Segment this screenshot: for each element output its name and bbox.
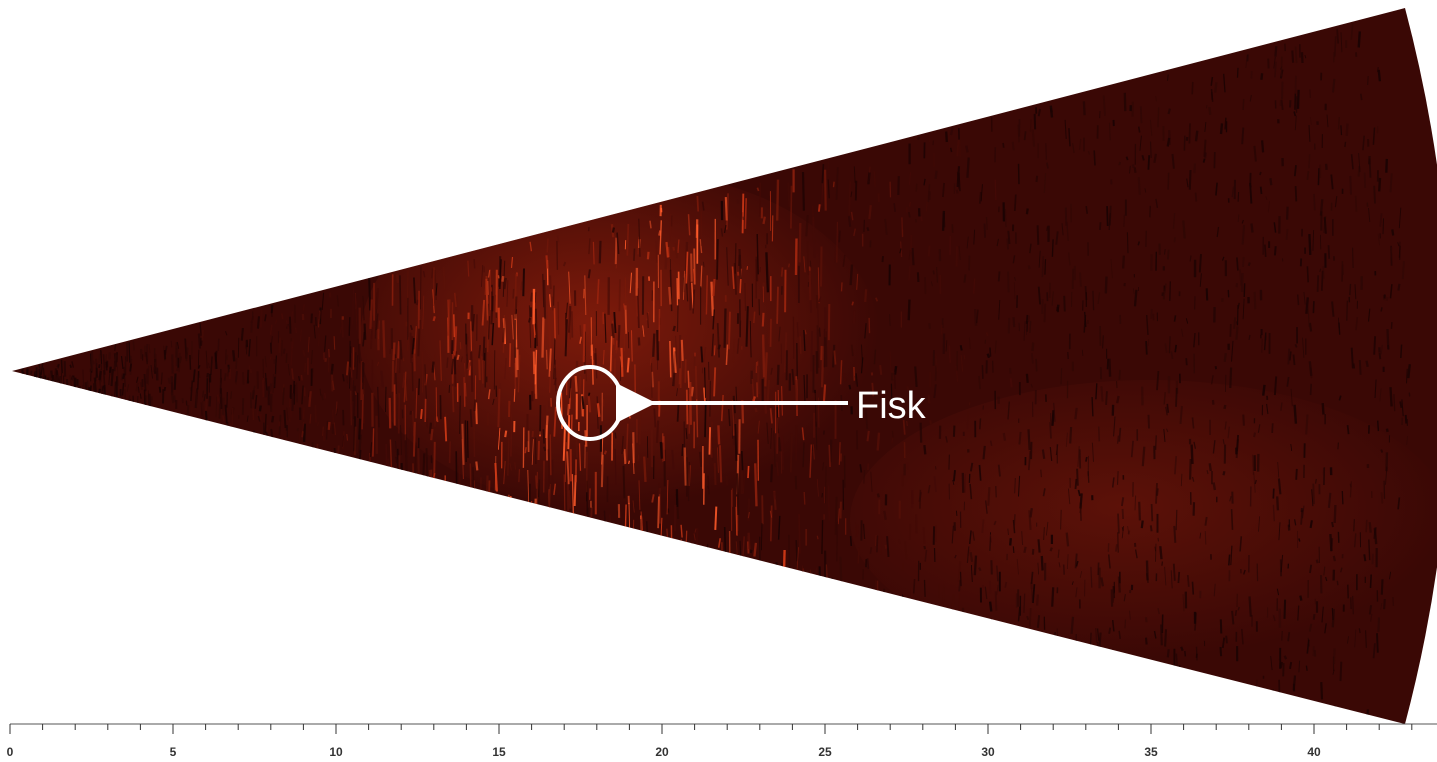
range-scale-label: 0: [7, 745, 14, 759]
range-scale-label: 5: [170, 745, 177, 759]
sonar-fan: [12, 8, 1437, 724]
range-scale-label: 35: [1144, 745, 1158, 759]
sonar-echo-speckle: [20, 23, 1411, 724]
range-scale-label: 15: [492, 745, 506, 759]
sonar-echo-cluster: [360, 170, 880, 510]
sonar-echo-cluster: [850, 380, 1437, 660]
range-scale-label: 20: [655, 745, 669, 759]
fish-annotation: Fisk: [556, 365, 927, 441]
range-scale-label: 10: [329, 745, 343, 759]
range-scale: 0 5 10 15 20 25 30 35 40: [7, 723, 1437, 759]
fish-label: Fisk: [856, 385, 927, 427]
range-scale-label: 25: [818, 745, 832, 759]
range-scale-label: 30: [981, 745, 995, 759]
range-scale-label: 40: [1307, 745, 1321, 759]
